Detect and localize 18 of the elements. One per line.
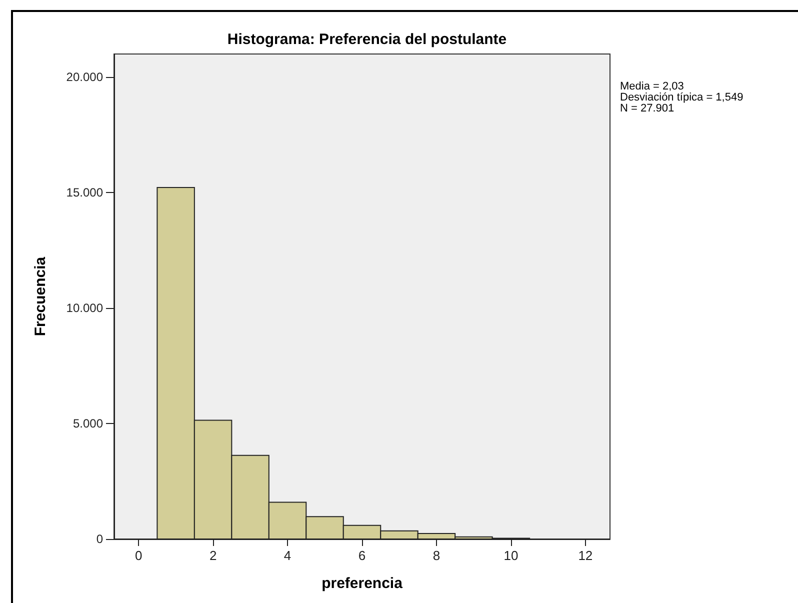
x-tick-label: 12	[578, 548, 593, 563]
y-tick-label: 5.000	[72, 416, 104, 431]
y-axis-title: Frecuencia	[32, 256, 49, 336]
y-tick-label: 10.000	[66, 301, 104, 316]
text: Media = 2,03	[620, 80, 684, 92]
chart-title: Histograma: Preferencia del postulante	[227, 31, 507, 48]
x-axis-title: preferencia	[322, 575, 404, 592]
x-tick-label: 6	[358, 548, 366, 563]
y-tick-label: 20.000	[66, 70, 104, 84]
x-tick-label: 8	[432, 548, 440, 563]
text: N = 27.901	[620, 102, 674, 114]
x-tick-label: 10	[504, 548, 518, 563]
x-tick-label: 4	[284, 548, 292, 563]
y-tick-label: 0	[96, 532, 104, 546]
x-tick-label: 0	[134, 548, 142, 563]
text: Desviación típica = 1,549	[620, 92, 744, 104]
x-tick-label: 2	[209, 548, 217, 563]
y-tick-label: 15.000	[66, 186, 104, 200]
